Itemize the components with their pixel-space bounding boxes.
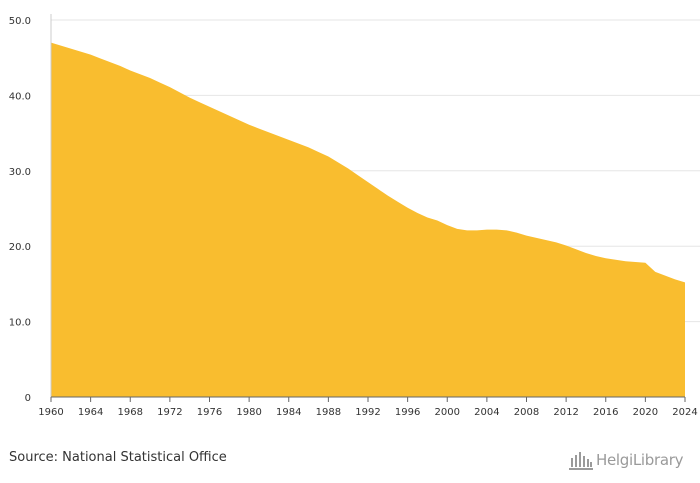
x-tick-label: 2016 xyxy=(593,407,618,418)
x-tick-label: 2020 xyxy=(633,407,658,418)
area-chart: 010.020.030.040.050.0 1960 1964 1968 1972 19… xyxy=(9,14,700,418)
x-tick-label: 1960 xyxy=(38,407,63,418)
x-tick-label: 2024 xyxy=(672,407,697,418)
library-building-icon xyxy=(569,452,593,470)
y-tick-label: 10.0 xyxy=(9,318,31,329)
y-tick-label: 20.0 xyxy=(9,242,31,253)
y-tick-label: 50.0 xyxy=(9,16,31,27)
logo-text: HelgiLibrary xyxy=(596,451,684,469)
y-axis-tick-labels: 0 10.0 20.0 30.0 40.0 50.0 xyxy=(9,16,31,404)
source-note: Source: National Statistical Office xyxy=(9,450,227,465)
x-tick-label: 1988 xyxy=(316,407,341,418)
x-tick-label: 1980 xyxy=(236,407,261,418)
helgi-library-logo[interactable]: HelgiLibrary xyxy=(568,447,692,473)
x-tick-label: 1964 xyxy=(78,407,103,418)
x-tick-label: 2012 xyxy=(553,407,578,418)
x-axis-tick-labels: 1960 1964 1968 1972 1976 1980 1984 1988 1992 1996… xyxy=(38,397,698,418)
x-tick-label: 1972 xyxy=(157,407,182,418)
x-tick-label: 2004 xyxy=(474,407,499,418)
x-tick-label: 1968 xyxy=(118,407,143,418)
x-tick-label: 1984 xyxy=(276,407,301,418)
y-tick-label: 40.0 xyxy=(9,91,31,102)
x-tick-label: 1996 xyxy=(395,407,420,418)
x-tick-label: 1992 xyxy=(355,407,380,418)
x-tick-label: 2000 xyxy=(435,407,460,418)
x-tick-label: 1976 xyxy=(197,407,222,418)
area-series xyxy=(51,42,685,398)
y-tick-label: 30.0 xyxy=(9,167,31,178)
x-tick-label: 2008 xyxy=(514,407,539,418)
y-tick-label: 0 xyxy=(25,393,31,404)
